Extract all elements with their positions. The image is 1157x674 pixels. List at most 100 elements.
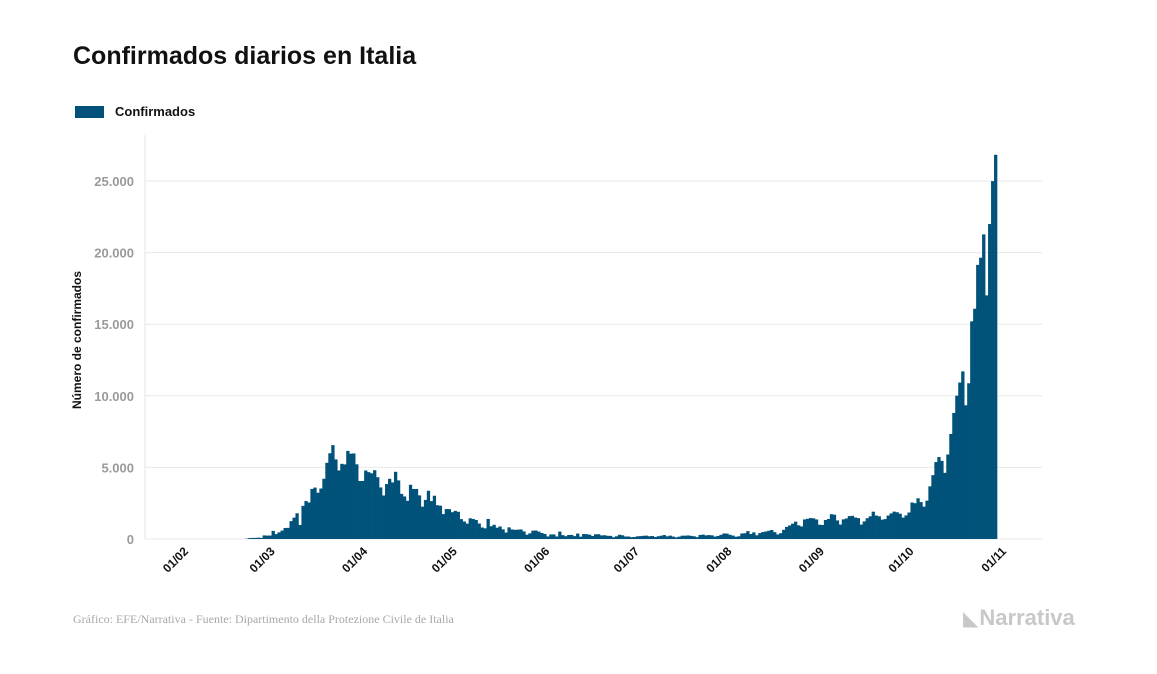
bar	[385, 484, 389, 539]
bar	[355, 464, 359, 539]
x-tick-label: 01/03	[247, 544, 278, 575]
bar	[555, 536, 559, 539]
bar	[567, 534, 571, 539]
bar	[373, 470, 377, 539]
bar	[710, 535, 714, 539]
bar	[943, 472, 947, 539]
bar	[319, 488, 323, 539]
bar	[304, 501, 308, 539]
bar	[740, 533, 744, 539]
bar	[868, 516, 872, 539]
bar	[916, 498, 920, 539]
bar	[292, 517, 296, 539]
narrativa-logo: ◣ Narrativa	[963, 605, 1075, 631]
x-tick-label: 01/11	[978, 544, 1009, 575]
legend: Confirmados	[75, 104, 195, 119]
y-tick-label: 10.000	[94, 389, 134, 404]
bar	[746, 531, 750, 539]
bar	[334, 459, 338, 539]
bar	[459, 519, 463, 539]
bar	[844, 518, 849, 539]
bar	[695, 537, 699, 539]
bar	[531, 530, 535, 539]
y-tick-label: 25.000	[94, 174, 134, 189]
bar	[594, 534, 598, 539]
bar	[576, 533, 580, 539]
bar	[791, 523, 795, 539]
bar	[662, 535, 666, 539]
x-tick-label: 01/04	[339, 544, 370, 575]
bar	[573, 536, 577, 539]
bar	[337, 470, 341, 539]
x-tick-label: 01/07	[611, 544, 642, 575]
bar	[737, 536, 741, 539]
bar	[650, 536, 655, 539]
bar	[543, 533, 547, 539]
bar	[283, 527, 287, 539]
bar	[892, 511, 896, 539]
bar	[805, 518, 810, 539]
bar	[259, 537, 263, 539]
bar	[799, 526, 804, 539]
x-tick-label: 01/02	[160, 544, 191, 575]
bar	[561, 535, 565, 539]
bar	[274, 534, 278, 539]
bar	[862, 521, 866, 539]
bar	[826, 518, 831, 539]
y-tick-label: 15.000	[94, 317, 134, 332]
bar	[498, 526, 502, 539]
bar	[937, 457, 941, 539]
bar	[653, 537, 657, 539]
bar	[880, 519, 884, 539]
bar	[486, 518, 490, 539]
bar	[608, 535, 613, 539]
bar	[438, 505, 443, 539]
bar	[955, 395, 959, 539]
bar	[859, 524, 863, 539]
bar	[402, 496, 407, 539]
logo-mark-icon: ◣	[963, 607, 979, 630]
bar	[823, 520, 828, 539]
bar	[677, 536, 681, 539]
bar	[782, 529, 786, 539]
bar	[788, 525, 792, 539]
bar	[865, 518, 869, 539]
bar	[271, 530, 275, 539]
bar	[268, 535, 272, 539]
bar	[835, 520, 840, 539]
bar	[307, 502, 311, 539]
bar	[632, 536, 637, 539]
bar	[301, 505, 305, 539]
bar	[513, 529, 517, 539]
bar	[405, 500, 410, 539]
bar	[444, 509, 449, 539]
bar	[728, 534, 732, 539]
bar	[504, 532, 508, 539]
bar	[925, 500, 929, 539]
bar	[310, 488, 314, 539]
bar	[982, 234, 986, 539]
bar	[465, 523, 469, 539]
bar	[611, 537, 616, 539]
bar	[417, 495, 422, 539]
bar	[856, 518, 861, 539]
bar	[280, 530, 284, 539]
legend-label: Confirmados	[115, 104, 196, 119]
bar	[492, 524, 496, 539]
bar	[910, 502, 914, 539]
bar	[435, 505, 440, 539]
bar	[671, 536, 675, 539]
bar	[585, 534, 589, 539]
bar	[522, 531, 526, 539]
bar	[635, 536, 640, 539]
bar	[991, 181, 995, 539]
bar	[552, 534, 556, 539]
bar	[370, 473, 374, 539]
bar	[814, 519, 819, 539]
bar	[591, 535, 595, 539]
bar	[382, 495, 386, 539]
bar	[764, 531, 768, 539]
bar	[298, 525, 302, 539]
bar	[707, 535, 711, 539]
bar	[250, 537, 254, 539]
